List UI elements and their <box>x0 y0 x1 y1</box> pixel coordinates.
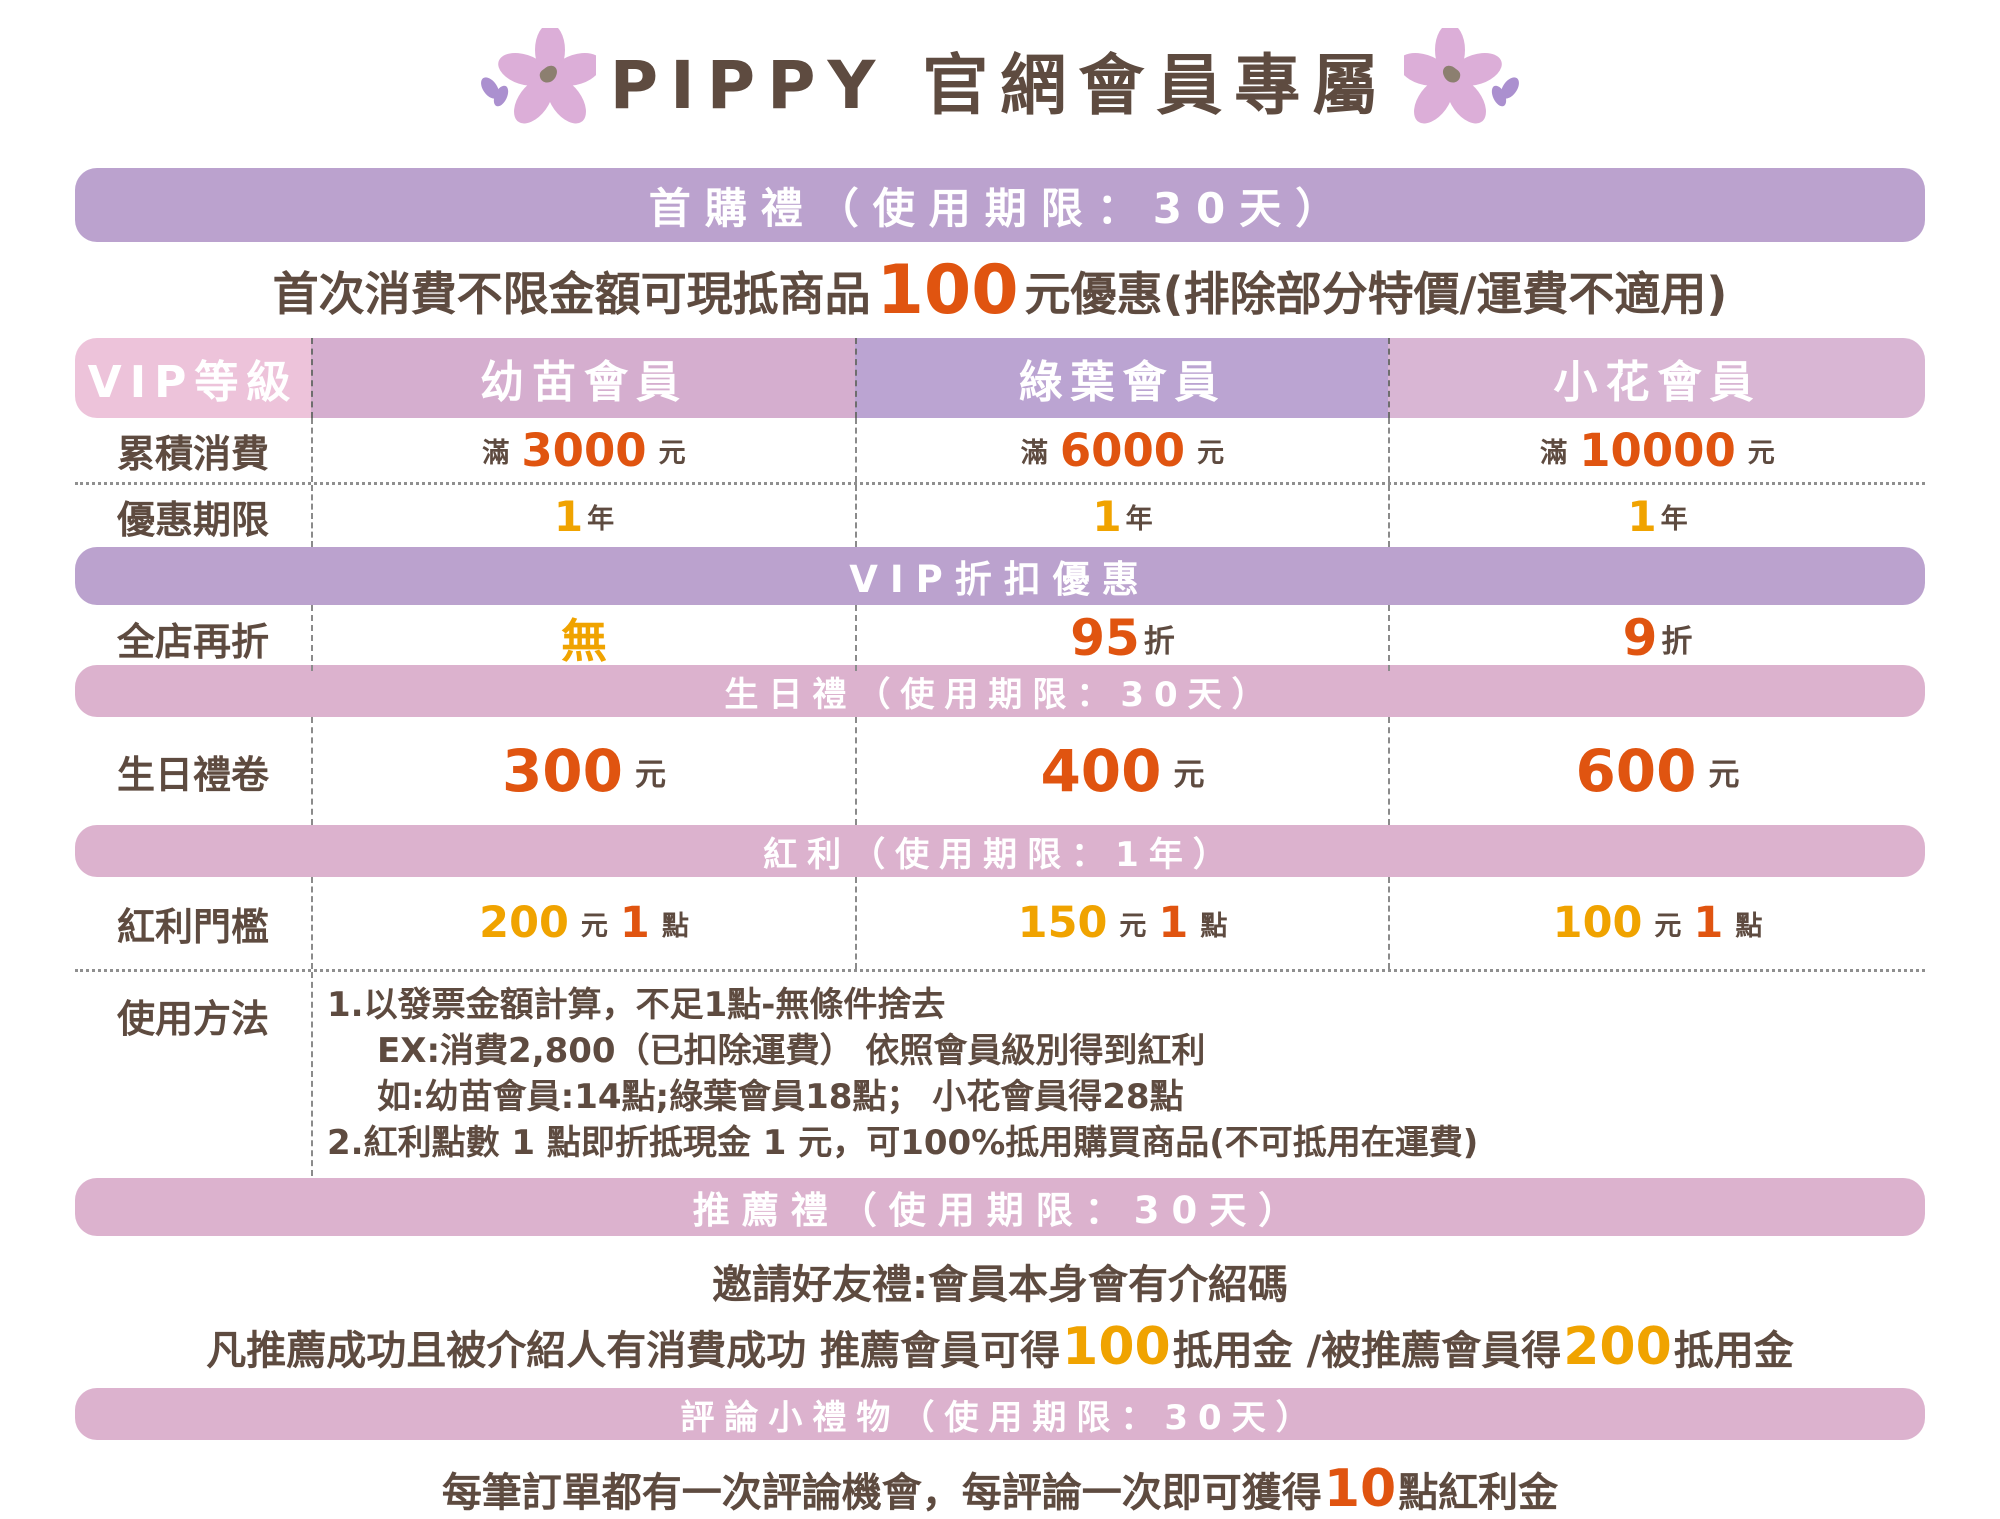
row-store-discount: 全店再折 無 95 折 9 折 <box>75 605 1925 671</box>
referral-amount-1: 100 <box>1062 1317 1171 1377</box>
header-seedling-member: 幼苗會員 <box>311 338 855 418</box>
row-label: 紅利門檻 <box>116 904 269 949</box>
review-text-before: 每筆訂單都有一次評論機會，每評論一次即可獲得 <box>441 1470 1322 1516</box>
referral-reward-text: 凡推薦成功且被介紹人有消費成功 推薦會員可得 100 抵用金 /被推薦會員得 2… <box>0 1320 2000 1374</box>
threshold-seedling: 200 元 1 點 <box>311 877 855 969</box>
birthday-gift-banner: 生日禮（使用期限：30天） <box>75 665 1925 717</box>
discount-leaf: 95 折 <box>855 605 1388 671</box>
referral-invite-text: 邀請好友禮:會員本身會有介紹碼 <box>712 1262 1288 1308</box>
cumulative-seedling: 滿 3000 元 <box>311 418 855 482</box>
row-benefit-duration: 優惠期限 1 年 1 年 1 年 <box>75 485 1925 547</box>
discount-flower: 9 折 <box>1388 605 1925 671</box>
first-purchase-banner: 首購禮（使用期限：30天） <box>75 168 1925 242</box>
referral-text-after: 抵用金 <box>1673 1328 1794 1374</box>
tier-header-row: VIP等級 幼苗會員 綠葉會員 小花會員 <box>75 338 1925 418</box>
first-purchase-description: 首次消費不限金額可現抵商品 100 元優惠(排除部分特價/運費不適用) <box>0 252 2000 330</box>
review-reward-text: 每筆訂單都有一次評論機會，每評論一次即可獲得 10 點紅利金 <box>0 1459 2000 1519</box>
usage-line: 2.紅利點數 1 點即折抵現金 1 元，可100%抵用購買商品(不可抵用在運費) <box>327 1123 1479 1163</box>
row-label: 全店再折 <box>116 619 269 664</box>
flower-decoration-icon <box>480 28 596 124</box>
row-label: 優惠期限 <box>116 497 269 542</box>
review-amount: 10 <box>1323 1459 1397 1519</box>
usage-line: EX:消費2,800（已扣除運費） 依照會員級別得到紅利 <box>377 1031 1206 1071</box>
row-label: 累積消費 <box>116 431 269 476</box>
intro-text-before: 首次消費不限金額可現抵商品 <box>272 267 871 321</box>
duration-seedling: 1 年 <box>311 485 855 547</box>
flower-decoration-icon <box>1404 28 1520 124</box>
row-label: 使用方法 <box>116 997 269 1041</box>
referral-amount-2: 200 <box>1563 1317 1672 1377</box>
review-gift-banner: 評論小禮物（使用期限：30天） <box>75 1388 1925 1440</box>
row-label: 生日禮卷 <box>116 752 269 797</box>
referral-gift-banner: 推薦禮（使用期限：30天） <box>75 1178 1925 1236</box>
header-flower-member: 小花會員 <box>1388 338 1925 418</box>
duration-flower: 1 年 <box>1388 485 1925 547</box>
row-bonus-threshold: 紅利門檻 200 元 1 點 150 元 1 點 100 元 1 點 <box>75 877 1925 969</box>
referral-text-mid: 抵用金 /被推薦會員得 <box>1172 1328 1562 1374</box>
header-leaf-member: 綠葉會員 <box>855 338 1388 418</box>
cumulative-flower: 滿 10000 元 <box>1388 418 1925 482</box>
header-vip-level: VIP等級 <box>75 338 311 418</box>
row-cumulative-spending: 累積消費 滿 3000 元 滿 6000 元 滿 10000 元 <box>75 418 1925 482</box>
usage-instructions-text: 1.以發票金額計算，不足1點-無條件捨去 EX:消費2,800（已扣除運費） 依… <box>311 972 1925 1176</box>
bonus-points-banner: 紅利（使用期限：1年） <box>75 825 1925 877</box>
threshold-leaf: 150 元 1 點 <box>855 877 1388 969</box>
intro-amount: 100 <box>876 251 1019 330</box>
review-text-after: 點紅利金 <box>1398 1470 1559 1516</box>
dotted-separator <box>75 969 1925 972</box>
page-header: PIPPY 官網會員專屬 <box>0 0 2000 140</box>
referral-text-before: 凡推薦成功且被介紹人有消費成功 推薦會員可得 <box>206 1328 1061 1374</box>
page-title: PIPPY 官網會員專屬 <box>609 47 1391 124</box>
birthday-flower: 600 元 <box>1388 717 1925 825</box>
intro-text-after: 元優惠(排除部分特價/運費不適用) <box>1024 267 1728 321</box>
discount-seedling: 無 <box>311 605 855 671</box>
birthday-leaf: 400 元 <box>855 717 1388 825</box>
duration-leaf: 1 年 <box>855 485 1388 547</box>
row-usage-instructions: 使用方法 1.以發票金額計算，不足1點-無條件捨去 EX:消費2,800（已扣除… <box>75 972 1925 1176</box>
cumulative-leaf: 滿 6000 元 <box>855 418 1388 482</box>
vip-tier-table: VIP等級 幼苗會員 綠葉會員 小花會員 累積消費 滿 3000 元 滿 600… <box>75 338 1925 1176</box>
usage-line: 如:幼苗會員:14點;綠葉會員18點； 小花會員得28點 <box>377 1077 1184 1117</box>
row-birthday-voucher: 生日禮卷 300 元 400 元 600 元 <box>75 717 1925 825</box>
usage-line: 1.以發票金額計算，不足1點-無條件捨去 <box>327 985 946 1025</box>
threshold-flower: 100 元 1 點 <box>1388 877 1925 969</box>
birthday-seedling: 300 元 <box>311 717 855 825</box>
dotted-separator <box>75 482 1925 485</box>
vip-discount-banner: VIP折扣優惠 <box>75 547 1925 605</box>
